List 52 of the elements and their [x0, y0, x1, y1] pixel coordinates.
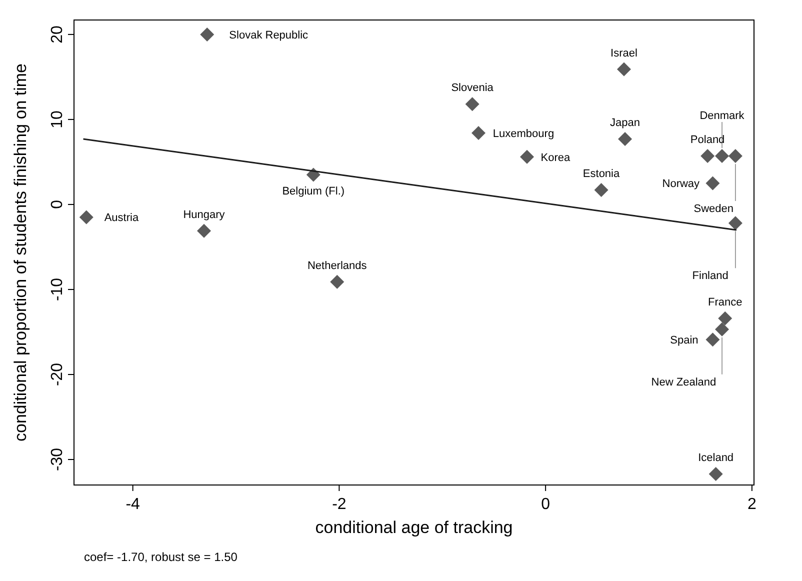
- annotation: Hungary: [183, 208, 226, 221]
- annotation: Sweden: [694, 203, 734, 216]
- annotation: Netherlands: [307, 260, 368, 272]
- x-tick-label: -2: [332, 496, 346, 513]
- point: [471, 126, 486, 140]
- point: [708, 466, 723, 481]
- y-tick-label: -30: [49, 448, 66, 472]
- x-tick-label: 0: [541, 496, 550, 513]
- point: [200, 27, 214, 42]
- point: [330, 274, 344, 289]
- point: [700, 149, 715, 164]
- point: [616, 62, 631, 76]
- y-tick-label: 20: [49, 25, 66, 44]
- annotation: Finland: [692, 270, 728, 282]
- y-tick-label: -10: [49, 278, 66, 302]
- annotation: Slovak Republic: [229, 29, 309, 42]
- annotation: Spain: [670, 334, 698, 347]
- annotation: Luxembourg: [492, 128, 554, 140]
- point: [465, 97, 480, 112]
- annotation: Slovenia: [451, 82, 494, 94]
- annotation: Iceland: [698, 452, 734, 464]
- point: [79, 210, 94, 224]
- annotation: Israel: [610, 47, 638, 60]
- annotation: Korea: [540, 152, 572, 164]
- point: [706, 176, 720, 190]
- annotation: Estonia: [582, 168, 621, 180]
- annotation: Denmark: [700, 110, 745, 122]
- text: coef= -1.70, robust se = 1.50: [84, 550, 238, 564]
- point: [728, 149, 742, 164]
- y-tick-label: -20: [49, 362, 66, 386]
- point: [197, 224, 212, 238]
- point: [718, 311, 732, 326]
- y-tick-label: 0: [49, 200, 66, 209]
- annotation: Austria: [104, 212, 140, 224]
- point: [706, 332, 720, 347]
- point: [728, 216, 742, 230]
- annotation: Poland: [690, 134, 725, 146]
- point: [594, 183, 608, 198]
- annotation: New Zealand: [651, 376, 716, 388]
- point: [618, 132, 632, 146]
- annotation: Japan: [610, 117, 640, 130]
- annotation: Norway: [662, 178, 700, 190]
- y-tick-label: 10: [49, 110, 66, 128]
- annotation: France: [708, 296, 742, 308]
- point: [715, 149, 730, 164]
- x-tick-label: -4: [126, 496, 140, 513]
- point: [715, 322, 730, 336]
- y-axis-title: conditional proportion of students finishing on time: [11, 63, 30, 442]
- point: [520, 150, 534, 164]
- annotation: Belgium (Fl.): [282, 186, 345, 198]
- x-tick-label: 2: [747, 496, 756, 513]
- x-axis-title: conditional age of tracking: [315, 518, 513, 537]
